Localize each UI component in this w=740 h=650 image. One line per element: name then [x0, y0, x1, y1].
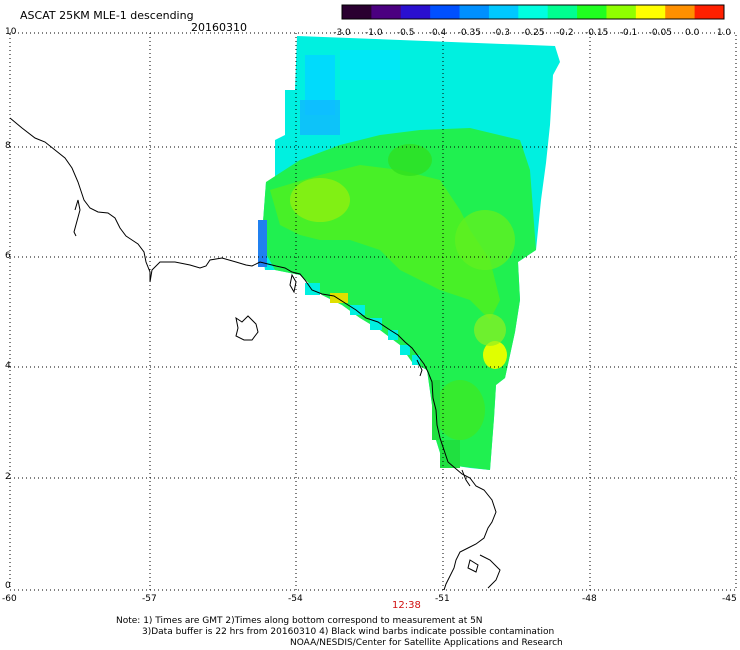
colorbar-tick-label: -0.2 [556, 28, 574, 38]
y-tick-label: 0 [5, 581, 11, 591]
coastline [9, 117, 501, 591]
colorbar-tick-label: -0.35 [458, 28, 481, 38]
colorbar-swatch [577, 5, 607, 19]
colorbar-swatch [665, 5, 696, 19]
colorbar-swatch [488, 5, 519, 19]
colorbar-swatch [342, 5, 372, 19]
x-tick-label: -45 [722, 594, 737, 604]
colorbar-tick-label: -0.5 [397, 28, 415, 38]
y-tick-label: 10 [5, 27, 17, 37]
x-tick-label: -51 [435, 594, 450, 604]
x-tick-label: -57 [142, 594, 157, 604]
colorbar-swatch [606, 5, 637, 19]
note-line-3: NOAA/NESDIS/Center for Satellite Applica… [290, 638, 563, 648]
colorbar-swatch [694, 5, 725, 19]
wind-swath [258, 36, 560, 470]
colorbar-tick-label: -0.1 [620, 28, 638, 38]
colorbar-swatch [459, 5, 490, 19]
colorbar-tick-label: -1.0 [365, 28, 383, 38]
map-date: 20160310 [191, 21, 247, 34]
colorbar-swatch [400, 5, 431, 19]
colorbar-tick-label: -0.4 [429, 28, 447, 38]
x-tick-label: -48 [582, 594, 597, 604]
colorbar-tick-label: -0.25 [521, 28, 544, 38]
colorbar-swatch [371, 5, 402, 19]
time-label: 12:38 [392, 600, 421, 611]
colorbar: -3.0 -1.0 -0.5 -0.4 -0.35 -0.3 -0.25 -0.2 -0.15-… [333, 4, 732, 38]
x-tick-label: -60 [2, 594, 17, 604]
note-line-1: Note: 1) Times are GMT 2)Times along bot… [116, 616, 483, 626]
colorbar-swatch [430, 5, 461, 19]
map-title: ASCAT 25KM MLE-1 descending [20, 9, 194, 22]
colorbar-swatch [635, 5, 666, 19]
y-tick-label: 8 [5, 141, 11, 151]
y-tick-label: 2 [5, 472, 11, 482]
colorbar-swatch [547, 5, 578, 19]
colorbar-tick-label: -0.3 [492, 28, 510, 38]
colorbar-swatch [518, 5, 549, 19]
y-tick-label: 6 [5, 251, 11, 261]
colorbar-tick-label: 1.0 [717, 28, 732, 38]
note-line-2: 3)Data buffer is 22 hrs from 20160310 4)… [142, 627, 555, 637]
colorbar-tick-label: -0.05 [649, 28, 672, 38]
x-tick-label: -54 [288, 594, 303, 604]
grid-lines [10, 33, 736, 590]
colorbar-tick-label: -0.15 [585, 28, 608, 38]
colorbar-tick-label: 0.0 [685, 28, 700, 38]
y-tick-label: 4 [5, 361, 11, 371]
